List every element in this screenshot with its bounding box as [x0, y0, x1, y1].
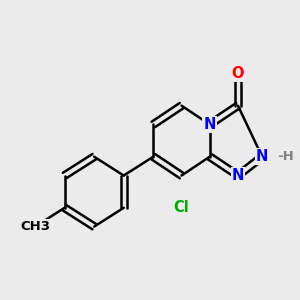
Text: O: O: [232, 66, 244, 81]
Text: N: N: [203, 117, 216, 132]
Text: CH3: CH3: [20, 220, 50, 233]
Text: N: N: [256, 149, 268, 164]
Text: -H: -H: [277, 150, 294, 163]
Text: Cl: Cl: [174, 200, 189, 215]
Text: N: N: [232, 168, 244, 183]
